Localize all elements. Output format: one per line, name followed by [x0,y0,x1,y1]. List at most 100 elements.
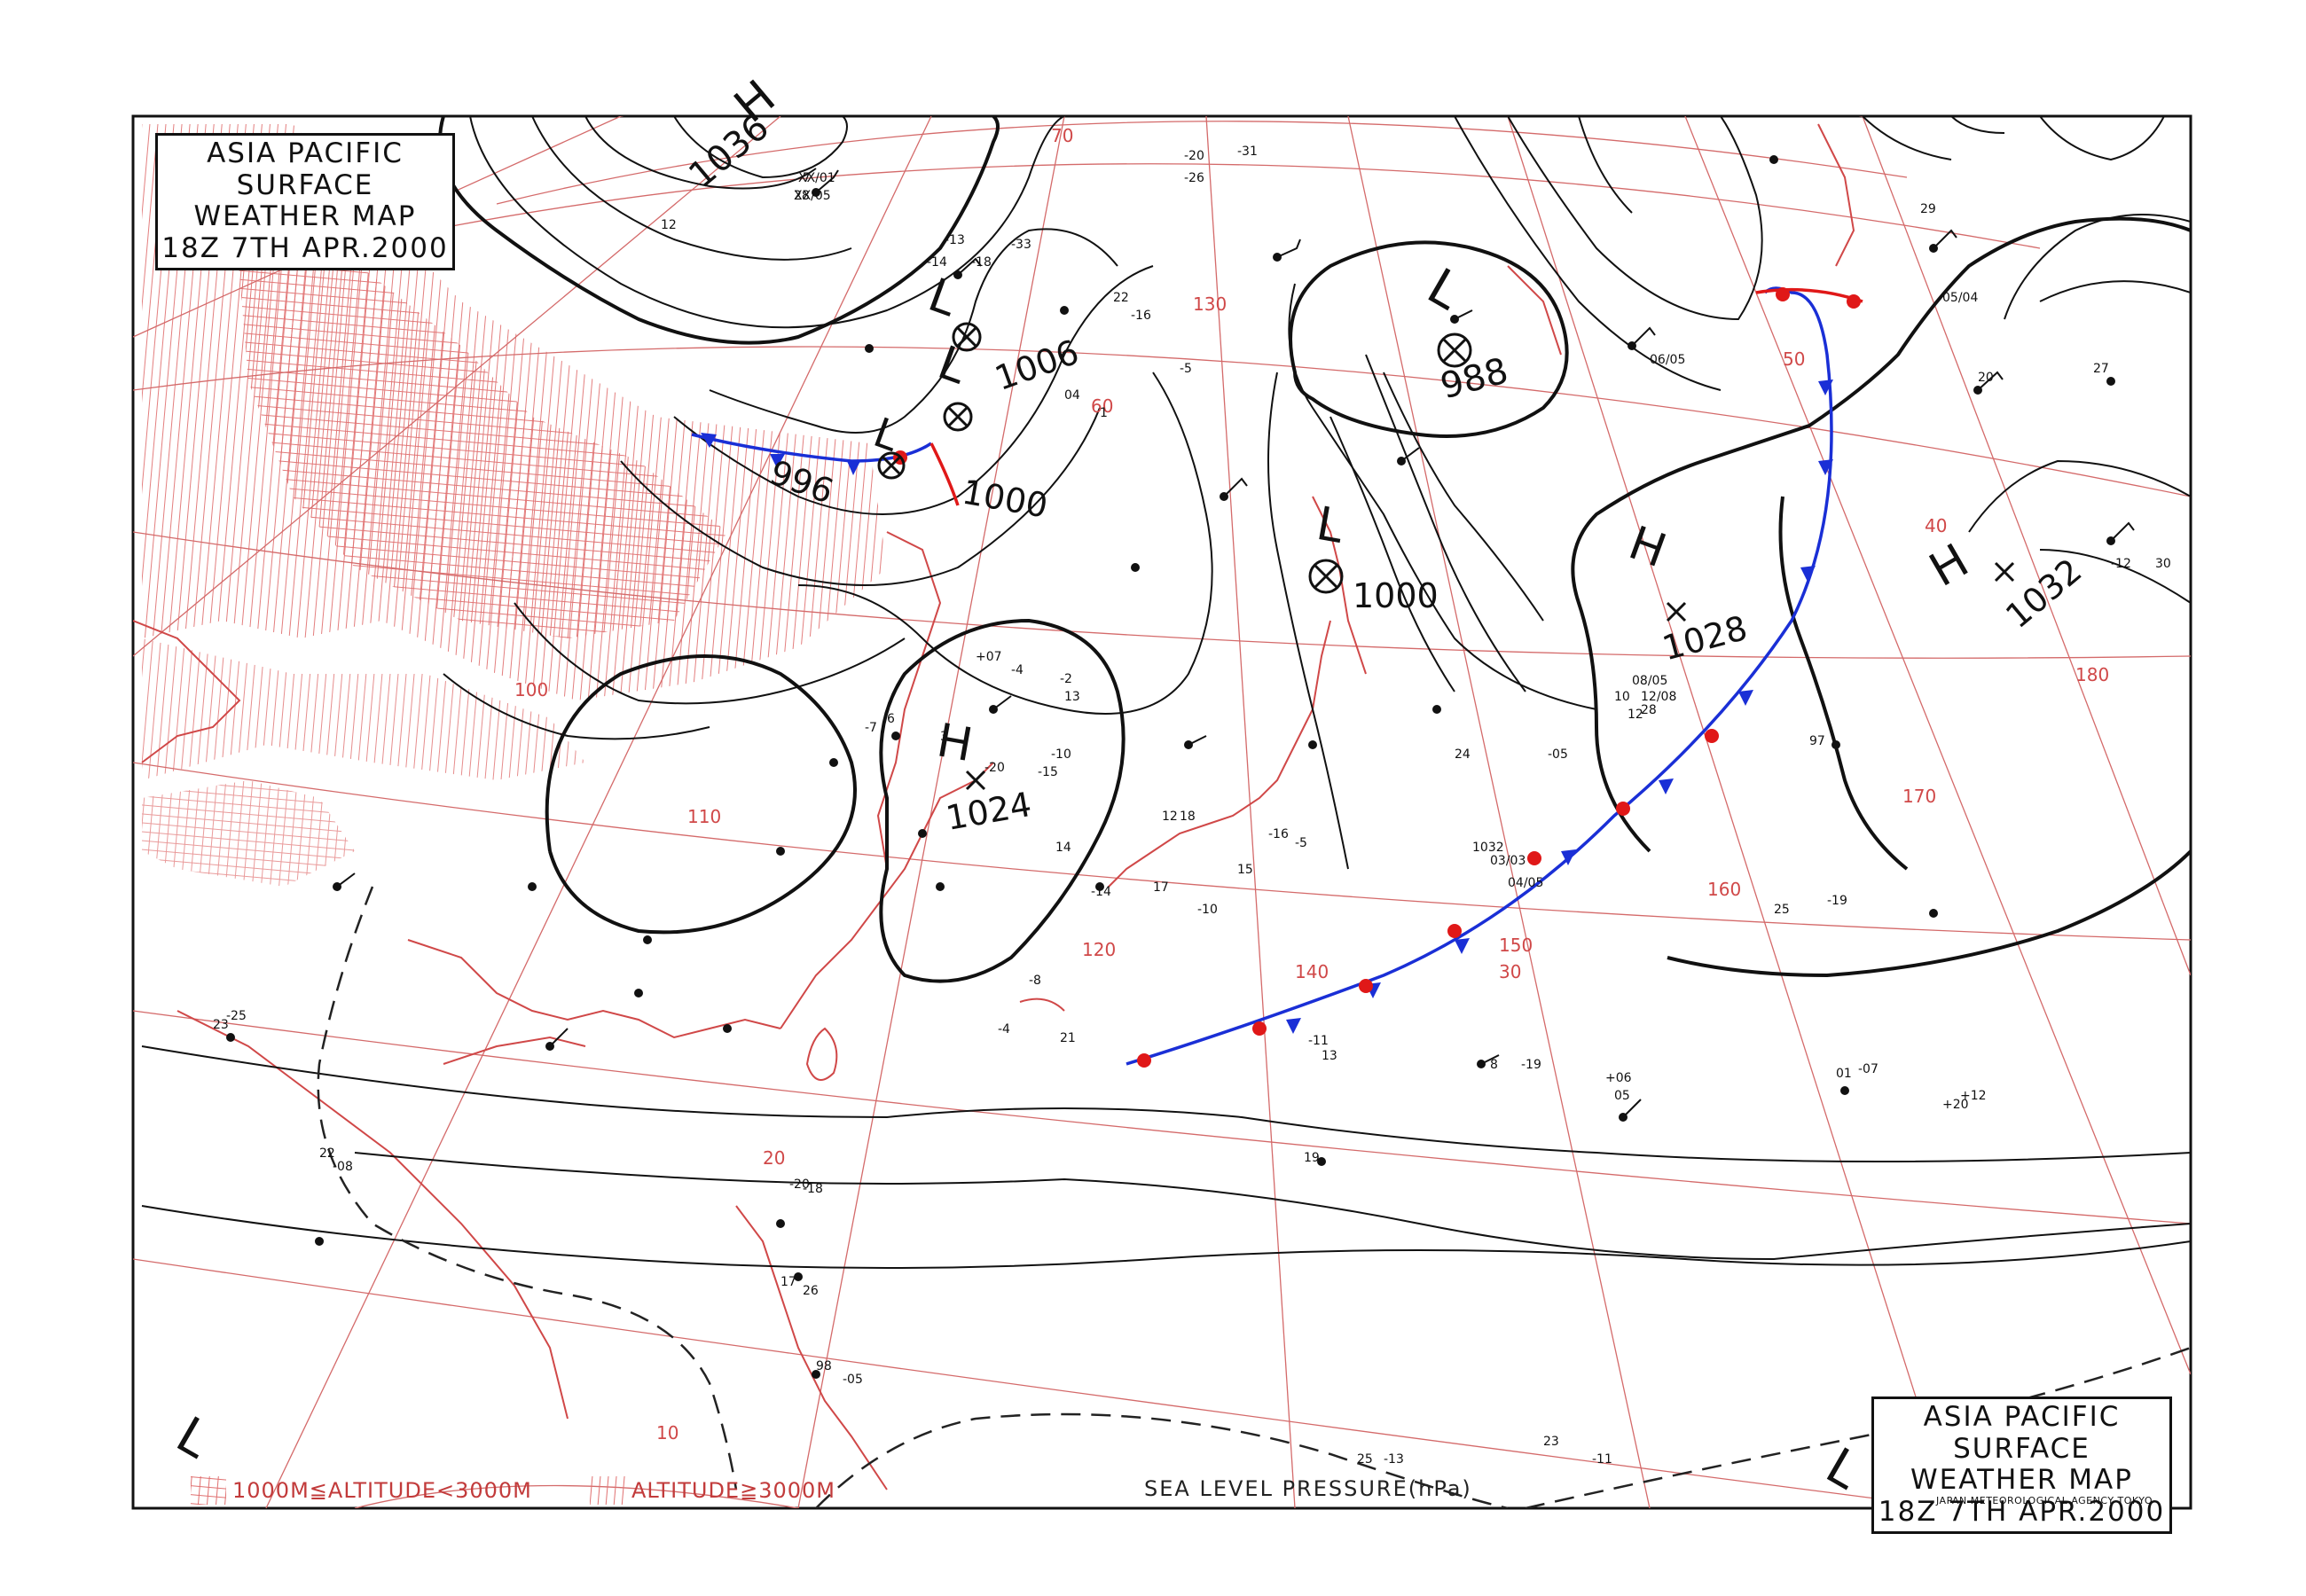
map-title-top: ASIA PACIFIC SURFACE WEATHER MAP 18Z 7TH… [155,133,455,270]
station-value: 17 [780,1275,796,1289]
station-value: +20 [1942,1098,1969,1112]
main-front [1126,286,1833,1066]
high-1032-symbol: H [1921,534,1978,598]
station-value: 26 [803,1284,819,1298]
station-value: +07 [976,650,1002,664]
station-value: -33 [1011,238,1031,252]
station-value: -18 [971,255,992,270]
latitude-lines [133,116,2191,1508]
station-value: 04 [1064,388,1080,403]
station-value: 25 [1774,903,1790,917]
station-value: 20 [1978,371,1994,385]
lon-130: 130 [1193,293,1227,315]
station-value: -15 [1038,765,1058,779]
station-value: +12 [1960,1089,1987,1103]
station-value: -07 [1858,1062,1879,1076]
station-value: 23 [213,1018,229,1032]
station-value: 30 [2155,557,2171,571]
station-value: 05 [1614,1089,1630,1103]
station-value: -10 [1197,903,1218,917]
legend-high-swatch [590,1476,625,1505]
station-value: -2 [1060,672,1072,686]
station-value: 03/03 [1490,854,1526,868]
station-value: 29 [1920,202,1936,216]
station-value: -10 [1051,747,1071,762]
station-value: 08/05 [1632,674,1667,688]
front-symbols [701,287,1861,1068]
legend-mid-altitude: 1000M≦ALTITUDE<3000M [232,1478,532,1503]
high-1032: H 1032 [1921,534,2090,636]
station-value: 22 [319,1146,335,1161]
station-value: -5 [1295,836,1307,850]
dashed-lines [317,886,2191,1508]
station-value: -05 [1548,747,1568,762]
station-value: 1 [1100,406,1108,420]
title-line-1: ASIA PACIFIC [207,137,404,169]
station-value: +06 [1605,1071,1632,1085]
station-value: XX/05 [794,189,831,203]
low-sw-symbol: L [167,1406,220,1470]
occluded-segment [929,442,960,506]
station-value: -20 [1184,149,1204,163]
station-value: -25 [226,1009,247,1023]
station-value: 12/08 [1641,690,1676,704]
high-1028: H 1028 [1622,517,1752,669]
low-1000j-label: 1000 [1353,576,1439,615]
latitude-label-group: 70 60 50 40 30 20 10 [656,125,1947,1443]
station-value: 28 [794,189,810,203]
station-value: -13 [945,233,965,247]
station-value: -20 [984,761,1005,775]
lat-30: 30 [1499,961,1521,982]
lat-60: 60 [1091,395,1113,417]
high-1024: H 1024 [933,714,1034,838]
cold-front-north [691,433,932,463]
low-1000n-label: 1000 [960,473,1051,526]
agency-credit: JAPAN METEOROLOGICAL AGENCY TOKYO [1936,1495,2153,1506]
station-value: 21 [1060,1031,1076,1045]
low-1000-japan: L 1000 [1308,497,1439,615]
lon-110: 110 [687,806,721,827]
station-value: 05/04 [1942,291,1978,305]
lon-100: 100 [514,679,548,700]
station-value: -16 [1131,309,1151,323]
station-value: -26 [1184,171,1204,185]
lon-170: 170 [1902,786,1936,807]
low-988: L 988 [1418,258,1513,408]
station-value: 14 [1055,841,1071,855]
coastlines [133,123,1855,1490]
station-value: 98 [816,1359,832,1373]
station-value: -08 [333,1160,353,1174]
title-line-3: 18Z 7TH APR.2000 [1878,1495,2166,1528]
low-se: L [1816,1437,1870,1501]
station-value: -31 [1237,145,1258,159]
legend-high-altitude: ALTITUDE≧3000M [631,1478,835,1503]
map-title-bottom: ASIA PACIFIC SURFACE WEATHER MAP 18Z 7TH… [1871,1396,2172,1534]
station-value: 19 [1304,1151,1320,1165]
station-value: -14 [1091,885,1111,899]
station-value: 15 [1237,863,1253,877]
station-value: -4 [1011,663,1024,677]
title-line-2: SURFACE WEATHER MAP [193,168,417,233]
lat-40: 40 [1925,515,1947,536]
station-value: 3 [940,730,948,744]
isobars [141,116,2191,1269]
station-value: 25 [1357,1452,1373,1467]
lat-10: 10 [656,1422,678,1443]
station-value: -14 [927,255,947,270]
station-value: 10 [1614,690,1630,704]
station-value: -12 [2111,557,2131,571]
legend-mid-swatch [191,1476,226,1505]
station-value: -4 [998,1022,1010,1037]
station-value: 6 [887,712,895,726]
station-wind-barbs [336,169,2135,1118]
station-value: 1032 [1472,841,1504,855]
station-value: 22 [1113,291,1129,305]
low-1006-symbol: L [922,269,964,327]
lon-140: 140 [1295,961,1329,982]
fronts [691,286,1863,1066]
station-value: 06/05 [1650,353,1685,367]
station-value: -5 [1180,362,1192,376]
low-988-symbol: L [1418,258,1471,322]
longitude-lines [133,116,2191,1508]
